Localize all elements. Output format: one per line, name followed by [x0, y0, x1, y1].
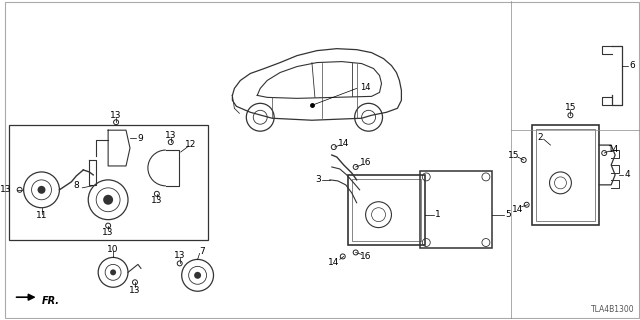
- Bar: [532, 125, 599, 225]
- Text: 9: 9: [137, 134, 143, 143]
- Text: 14: 14: [607, 145, 619, 154]
- Text: 16: 16: [360, 158, 371, 167]
- Circle shape: [38, 186, 45, 194]
- Text: 13: 13: [165, 131, 177, 140]
- Text: 13: 13: [174, 251, 186, 260]
- Text: 16: 16: [360, 252, 371, 261]
- Text: FR.: FR.: [42, 296, 60, 306]
- Bar: [536, 129, 595, 221]
- Text: 13: 13: [102, 228, 114, 237]
- Text: 14: 14: [360, 83, 370, 92]
- Text: 3: 3: [315, 175, 321, 184]
- Text: 13: 13: [0, 185, 12, 194]
- Text: 13: 13: [110, 111, 122, 120]
- Text: 14: 14: [512, 205, 524, 214]
- Text: 15: 15: [508, 150, 520, 160]
- Bar: [348, 175, 425, 244]
- Bar: [420, 171, 492, 248]
- Text: 2: 2: [538, 132, 543, 142]
- Text: 1: 1: [435, 210, 441, 219]
- Text: 6: 6: [629, 61, 635, 70]
- Text: 12: 12: [185, 140, 196, 148]
- Bar: [352, 179, 421, 241]
- Text: 15: 15: [564, 103, 576, 112]
- Bar: [9, 125, 207, 240]
- Text: TLA4B1300: TLA4B1300: [591, 305, 635, 314]
- Text: 10: 10: [108, 245, 119, 254]
- Text: 8: 8: [74, 181, 79, 190]
- Text: 11: 11: [36, 211, 47, 220]
- Circle shape: [194, 272, 201, 279]
- Circle shape: [110, 269, 116, 275]
- Text: 13: 13: [129, 286, 141, 295]
- Circle shape: [103, 195, 113, 205]
- Text: 13: 13: [151, 196, 163, 205]
- Text: 4: 4: [624, 171, 630, 180]
- Text: 5: 5: [505, 210, 511, 219]
- Text: 7: 7: [200, 247, 205, 256]
- Text: 14: 14: [328, 258, 339, 267]
- Text: 14: 14: [338, 139, 349, 148]
